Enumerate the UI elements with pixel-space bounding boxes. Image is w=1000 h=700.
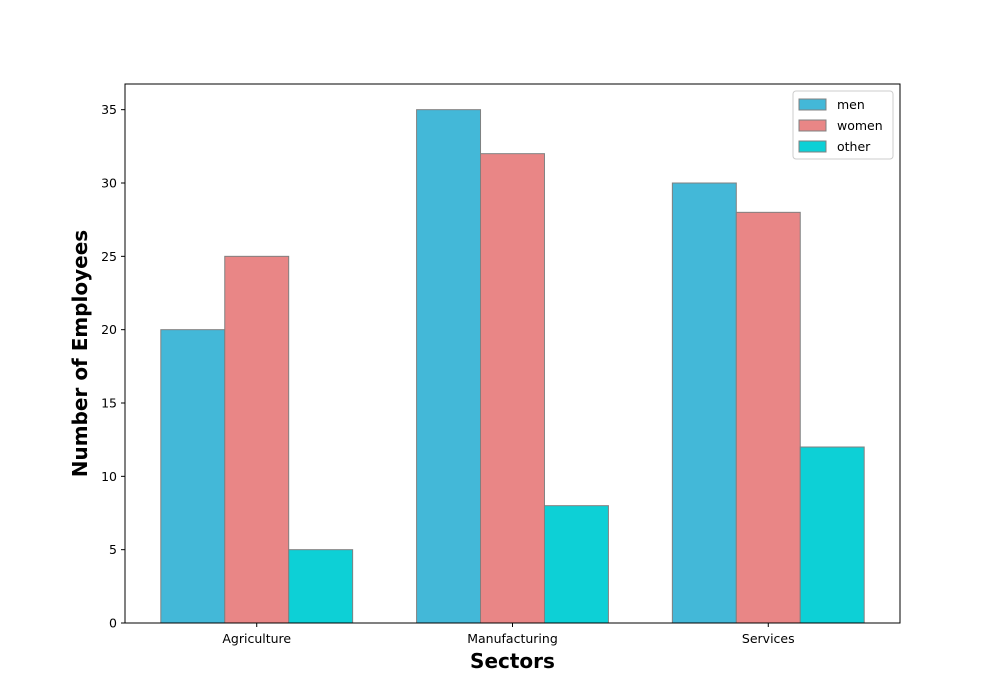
y-tick-label: 20 bbox=[101, 322, 117, 337]
y-tick-label: 0 bbox=[109, 616, 117, 631]
bars-layer bbox=[160, 109, 865, 624]
y-tick-label: 35 bbox=[101, 102, 117, 117]
y-tick-label: 5 bbox=[109, 542, 117, 557]
bar-other-manufacturing bbox=[543, 505, 609, 624]
y-tick-label: 30 bbox=[101, 176, 117, 191]
y-axis: 0 5 10 15 20 25 30 35 bbox=[101, 102, 125, 631]
legend-label-men: men bbox=[837, 97, 865, 112]
x-axis-title: Sectors bbox=[470, 649, 555, 673]
x-tick-label: Agriculture bbox=[222, 631, 291, 646]
bar-women-services bbox=[735, 211, 801, 624]
x-tick-label: Manufacturing bbox=[467, 631, 558, 646]
x-tick-label: Services bbox=[742, 631, 795, 646]
legend-swatch-women bbox=[798, 119, 827, 132]
legend-label-women: women bbox=[837, 118, 883, 133]
bar-other-agriculture bbox=[288, 549, 354, 624]
legend-label-other: other bbox=[837, 139, 871, 154]
x-axis: Agriculture Manufacturing Services bbox=[222, 623, 795, 646]
y-tick-label: 25 bbox=[101, 249, 117, 264]
y-tick-label: 10 bbox=[101, 469, 117, 484]
bar-men-manufacturing bbox=[416, 109, 482, 624]
bar-women-agriculture bbox=[224, 255, 290, 624]
bar-men-agriculture bbox=[160, 329, 226, 624]
y-axis-title: Number of Employees bbox=[68, 230, 92, 477]
legend: men women other bbox=[792, 90, 894, 160]
bar-men-services bbox=[671, 182, 737, 624]
y-tick-label: 15 bbox=[101, 396, 117, 411]
legend-swatch-men bbox=[798, 98, 827, 111]
bar-women-manufacturing bbox=[480, 153, 545, 624]
legend-swatch-other bbox=[798, 140, 827, 153]
bar-other-services bbox=[799, 446, 865, 624]
